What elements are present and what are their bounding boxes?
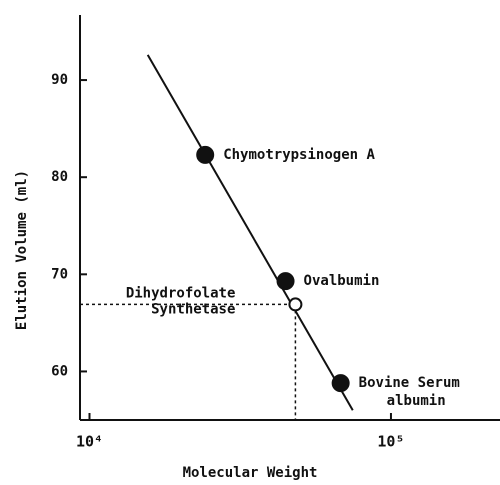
x-tick-label: 10⁴ [76,433,103,451]
point-label: Synthetase [151,301,235,317]
y-tick-label: 70 [51,266,68,282]
x-tick-label: 10⁵ [377,433,404,451]
data-point [331,374,350,393]
y-tick-label: 80 [51,169,68,185]
y-axis-label: Elution Volume (ml) [14,170,30,330]
point-label: Ovalbumin [304,273,380,289]
fit-line [146,54,354,411]
point-label: Dihydrofolate [126,285,236,301]
data-point [196,145,215,164]
point-label: albumin [387,393,446,409]
y-tick-label: 60 [51,363,68,379]
y-tick-label: 90 [51,72,68,88]
x-axis-label: Molecular Weight [183,465,318,481]
point-label: Bovine Serum [359,375,460,391]
data-point [288,297,303,312]
point-label: Chymotrypsinogen A [223,147,375,163]
data-point [276,272,295,291]
